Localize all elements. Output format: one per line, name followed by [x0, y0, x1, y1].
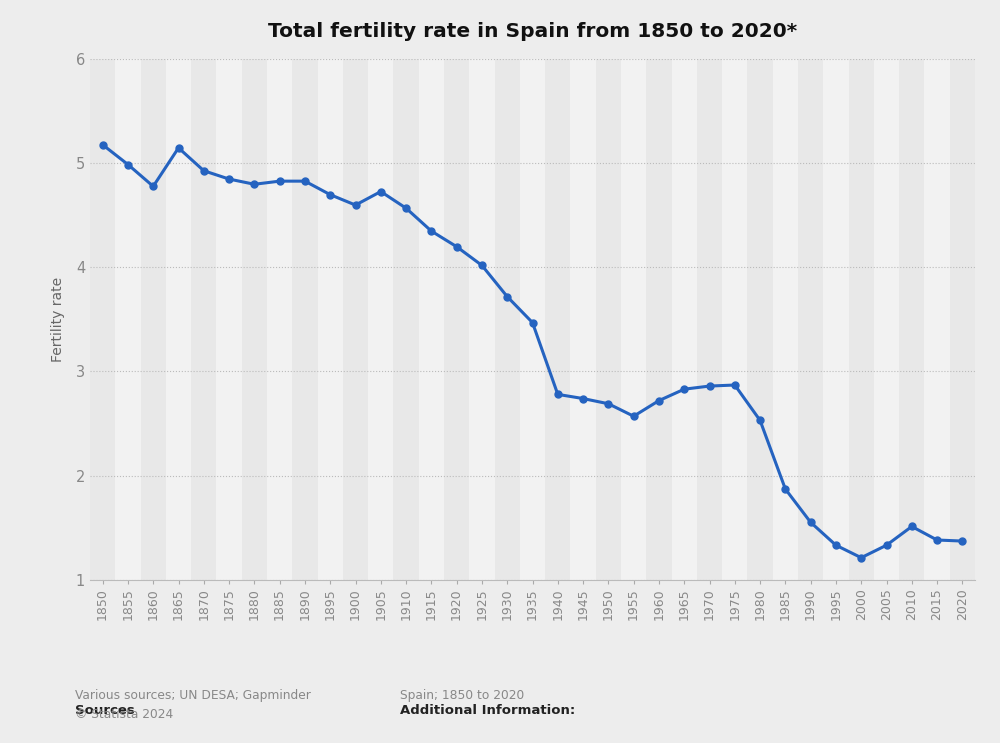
- Bar: [950, 59, 975, 580]
- Text: Additional Information:: Additional Information:: [400, 704, 575, 717]
- Y-axis label: Fertility rate: Fertility rate: [51, 277, 65, 362]
- Bar: [141, 59, 166, 580]
- Text: Spain; 1850 to 2020: Spain; 1850 to 2020: [400, 689, 524, 701]
- Bar: [646, 59, 672, 580]
- Bar: [899, 59, 924, 580]
- Bar: [419, 59, 444, 580]
- Bar: [722, 59, 747, 580]
- Bar: [216, 59, 242, 580]
- Bar: [469, 59, 495, 580]
- Bar: [672, 59, 697, 580]
- Bar: [773, 59, 798, 580]
- Bar: [242, 59, 267, 580]
- Bar: [697, 59, 722, 580]
- Bar: [368, 59, 393, 580]
- Bar: [520, 59, 545, 580]
- Bar: [596, 59, 621, 580]
- Bar: [166, 59, 191, 580]
- Bar: [621, 59, 646, 580]
- Bar: [267, 59, 292, 580]
- Text: Sources: Sources: [75, 704, 135, 717]
- Text: Various sources; UN DESA; Gapminder
© Statista 2024: Various sources; UN DESA; Gapminder © St…: [75, 689, 311, 721]
- Bar: [823, 59, 849, 580]
- Bar: [444, 59, 469, 580]
- Bar: [343, 59, 368, 580]
- Bar: [849, 59, 874, 580]
- Bar: [318, 59, 343, 580]
- Bar: [545, 59, 570, 580]
- Bar: [570, 59, 596, 580]
- Bar: [495, 59, 520, 580]
- Bar: [115, 59, 141, 580]
- Bar: [874, 59, 899, 580]
- Bar: [191, 59, 216, 580]
- Bar: [924, 59, 950, 580]
- Bar: [393, 59, 419, 580]
- Title: Total fertility rate in Spain from 1850 to 2020*: Total fertility rate in Spain from 1850 …: [268, 22, 797, 41]
- Bar: [798, 59, 823, 580]
- Bar: [292, 59, 318, 580]
- Bar: [747, 59, 773, 580]
- Bar: [90, 59, 115, 580]
